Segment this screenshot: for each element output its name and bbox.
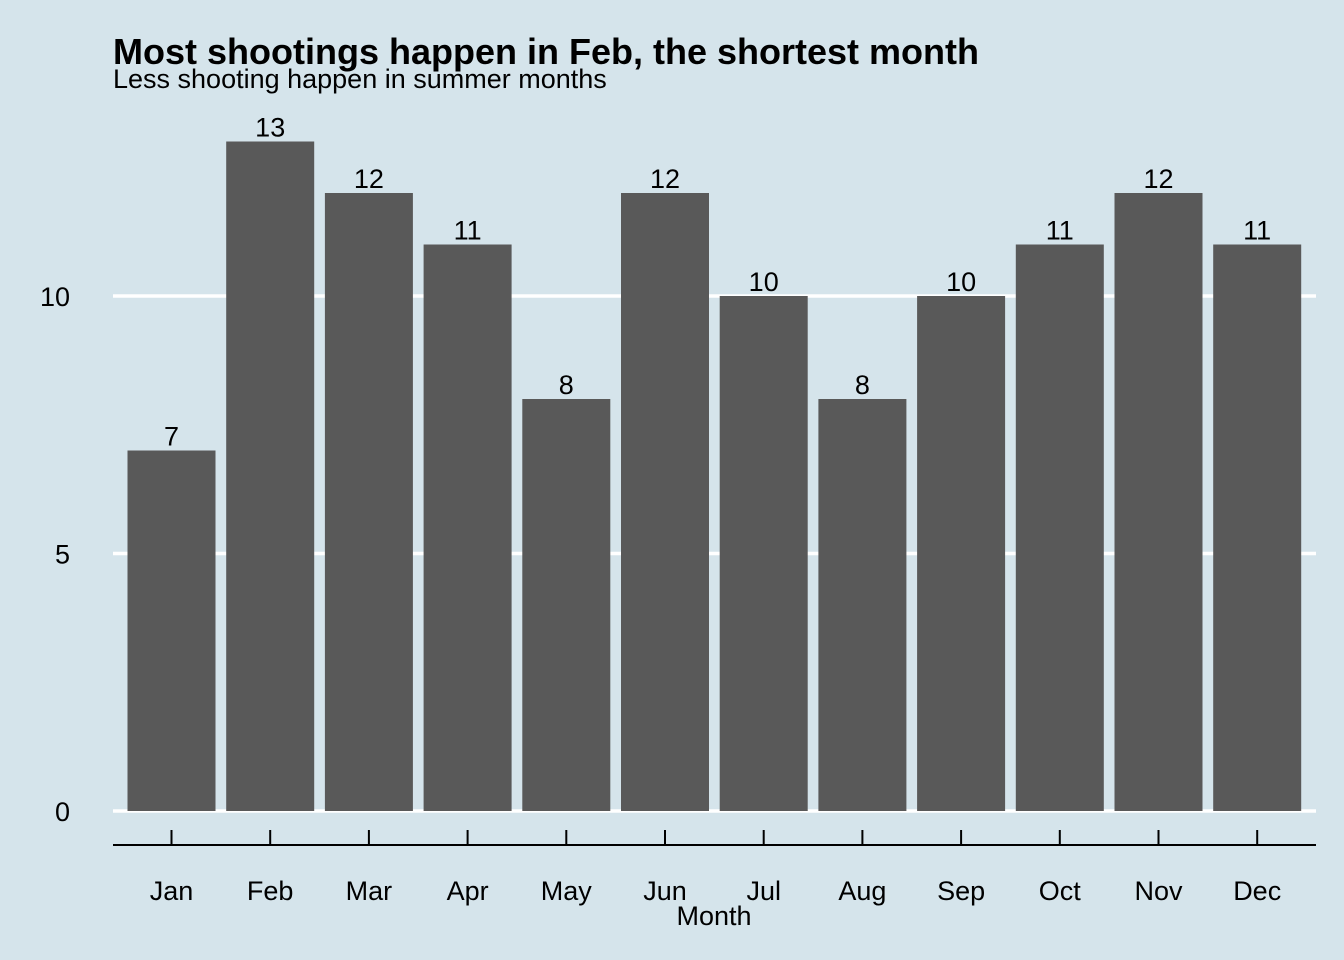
bar-value-label: 10 [946, 267, 976, 297]
bar-value-label: 11 [454, 216, 482, 246]
bar-nov [1114, 193, 1203, 811]
x-tick-label: Jul [746, 876, 781, 906]
x-tick-label: Oct [1039, 876, 1082, 906]
x-tick-label: Jan [150, 876, 194, 906]
bar-value-label: 7 [164, 422, 179, 452]
bar-jul [719, 296, 808, 811]
x-axis-title: Month [676, 901, 751, 931]
bar-value-label: 11 [1243, 216, 1271, 246]
y-axis: 0 5 10 [40, 282, 70, 827]
x-tick-label: Jun [643, 876, 687, 906]
bar-mar [324, 193, 413, 811]
bar-jan [127, 450, 216, 811]
chart-subtitle: Less shooting happen in summer months [113, 64, 607, 94]
x-tick-label: Sep [937, 876, 985, 906]
y-tick-label: 0 [55, 797, 70, 827]
x-tick-label: Mar [346, 876, 393, 906]
y-tick-label: 10 [40, 282, 70, 312]
bar-value-label: 8 [855, 370, 870, 400]
chart-title: Most shootings happen in Feb, the shorte… [113, 31, 979, 72]
bar-value-label: 8 [559, 370, 574, 400]
bar-value-label: 12 [354, 164, 384, 194]
x-tick-label: Apr [447, 876, 489, 906]
bars [127, 141, 1302, 811]
bar-oct [1015, 244, 1104, 811]
x-tick-label: Feb [247, 876, 294, 906]
bar-value-label: 13 [255, 113, 285, 143]
bar-value-label: 12 [650, 164, 680, 194]
bar-jun [621, 193, 709, 811]
x-axis: Jan Feb Mar Apr May Jun Jul Aug Sep Oct Nov Dec [113, 830, 1316, 906]
bar-value-label: 11 [1046, 216, 1074, 246]
x-tick-label: Nov [1134, 876, 1183, 906]
data-labels: 7 13 12 11 8 12 10 8 10 11 12 11 [164, 113, 1271, 452]
bar-aug [818, 399, 907, 811]
bar-dec [1213, 244, 1302, 811]
x-tick-label: Aug [838, 876, 886, 906]
bar-may [522, 399, 611, 811]
x-tick-label: Dec [1233, 876, 1281, 906]
bar-value-label: 10 [749, 267, 779, 297]
bar-value-label: 12 [1143, 164, 1173, 194]
x-tick-label: May [541, 876, 593, 906]
bar-feb [226, 141, 315, 811]
bar-sep [917, 296, 1006, 811]
bar-apr [423, 244, 512, 811]
y-tick-label: 5 [55, 540, 70, 570]
